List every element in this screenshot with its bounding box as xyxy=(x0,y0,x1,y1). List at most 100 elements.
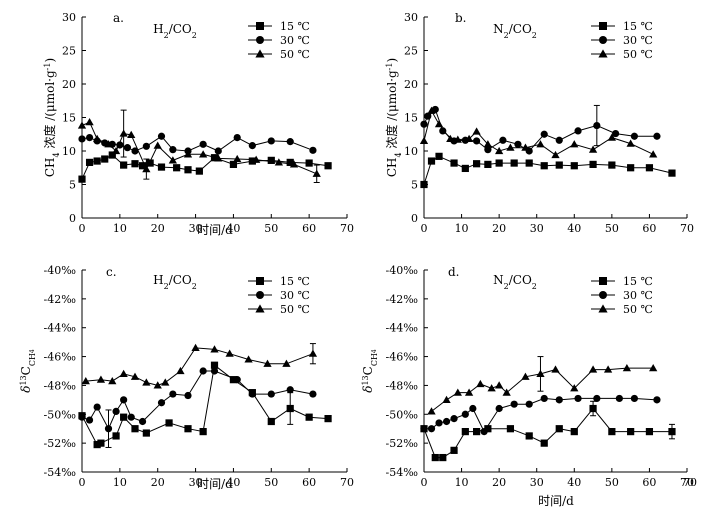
panel-label: c. xyxy=(106,265,117,279)
data-point xyxy=(484,425,492,433)
x-tick-label: 20 xyxy=(492,476,506,489)
data-point xyxy=(85,118,94,126)
data-point xyxy=(608,161,616,169)
x-tick-label: 60 xyxy=(302,222,316,235)
legend-label: 30 ℃ xyxy=(623,34,653,47)
data-point xyxy=(630,132,639,140)
legend-label: 30 ℃ xyxy=(623,289,653,302)
y-tick-label: -44‰ xyxy=(44,322,77,335)
legend-marker xyxy=(256,22,264,30)
data-point xyxy=(439,127,447,135)
data-point xyxy=(588,365,598,373)
x-tick-label: 40 xyxy=(567,476,581,489)
data-point xyxy=(453,388,462,396)
data-point xyxy=(184,391,192,400)
panel-title: N2/CO2 xyxy=(493,273,537,291)
x-axis-label: 时间/d xyxy=(197,223,233,237)
series-square xyxy=(420,152,676,189)
x-tick-label: 30 xyxy=(530,222,544,235)
legend-marker xyxy=(599,291,607,299)
y-tick-label: -54‰ xyxy=(386,466,419,479)
data-point xyxy=(267,417,275,426)
y-axis-label: δ13CCH4 xyxy=(361,349,379,393)
data-point xyxy=(120,413,128,421)
data-point xyxy=(570,428,578,436)
y-tick-label: 30 xyxy=(404,11,418,24)
data-point xyxy=(248,142,256,150)
data-point xyxy=(570,162,578,170)
data-point xyxy=(622,363,632,372)
data-point xyxy=(427,425,436,433)
data-point xyxy=(627,428,635,436)
data-point xyxy=(427,157,436,165)
panel-label: d. xyxy=(448,265,460,279)
x-tick-label: 60 xyxy=(302,476,316,489)
data-point xyxy=(252,155,261,163)
series-square xyxy=(78,151,332,183)
data-point xyxy=(229,160,238,168)
data-point xyxy=(153,381,162,389)
data-point xyxy=(248,390,256,398)
data-point xyxy=(427,106,436,114)
data-point xyxy=(199,428,207,436)
data-point xyxy=(305,159,313,167)
data-point xyxy=(142,378,151,386)
legend-label: 15 ℃ xyxy=(623,275,653,288)
panel-label: a. xyxy=(113,11,124,25)
data-point xyxy=(111,146,121,155)
data-point xyxy=(442,395,451,403)
data-point xyxy=(420,425,428,433)
x-tick-label: 10 xyxy=(113,476,127,489)
data-point xyxy=(446,134,455,143)
x-tick-label: 0 xyxy=(79,222,86,235)
data-point xyxy=(510,159,518,167)
series-line xyxy=(423,109,654,156)
data-point xyxy=(199,367,207,375)
series-triangle xyxy=(419,106,658,159)
series-line xyxy=(431,367,654,412)
data-point xyxy=(626,139,635,147)
legend-label: 50 ℃ xyxy=(280,303,310,316)
data-point xyxy=(461,164,469,173)
y-tick-label: 15 xyxy=(62,112,76,125)
data-point xyxy=(555,425,563,433)
data-point xyxy=(435,419,443,427)
legend-label: 15 ℃ xyxy=(280,275,310,288)
data-point xyxy=(450,415,458,423)
x-tick-label: 20 xyxy=(492,222,506,235)
data-point xyxy=(309,390,317,398)
legend-label: 15 ℃ xyxy=(623,20,653,33)
legend: 15 ℃30 ℃50 ℃ xyxy=(591,20,653,61)
data-point xyxy=(419,136,429,145)
data-point xyxy=(472,127,481,135)
series-circle xyxy=(78,132,317,155)
data-point xyxy=(157,163,166,171)
data-point xyxy=(480,428,488,436)
data-point xyxy=(450,159,458,167)
x-tick-label: 10 xyxy=(455,222,469,235)
data-point xyxy=(286,158,294,166)
y-tick-label: 5 xyxy=(69,179,76,192)
data-point xyxy=(464,388,474,396)
x-tick-label: 0 xyxy=(79,476,86,489)
y-tick-label: 20 xyxy=(404,78,418,91)
data-point xyxy=(540,394,548,403)
data-point xyxy=(540,130,548,138)
data-point xyxy=(138,417,147,426)
y-tick-label: -44‰ xyxy=(386,322,419,335)
series-line xyxy=(85,347,314,386)
data-point xyxy=(112,407,120,415)
data-point xyxy=(93,157,101,165)
data-point xyxy=(649,363,658,372)
y-tick-label: -50‰ xyxy=(386,408,419,421)
data-point xyxy=(127,413,135,421)
data-point xyxy=(93,440,101,449)
data-point xyxy=(540,439,548,447)
x-tick-label: 0 xyxy=(421,476,428,489)
data-point xyxy=(495,146,504,155)
legend-marker xyxy=(599,36,607,44)
panel-title: H2/CO2 xyxy=(153,273,197,291)
series-line xyxy=(81,370,313,430)
data-point xyxy=(229,376,238,384)
data-point xyxy=(168,156,177,164)
